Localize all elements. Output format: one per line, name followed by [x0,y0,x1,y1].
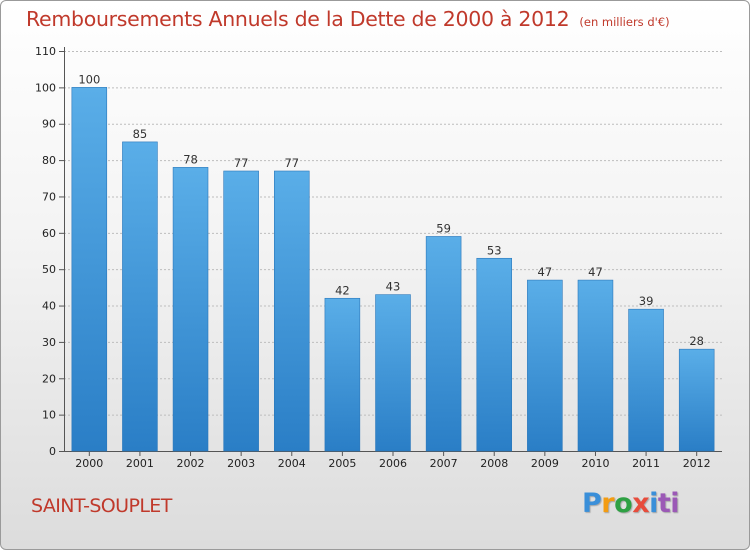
y-tick-label: 100 [35,81,56,94]
y-tick-label: 10 [42,409,56,422]
x-tick-label-2004: 2004 [278,457,306,470]
x-tick-label-2009: 2009 [531,457,559,470]
bar-2011 [628,308,664,452]
logo-letter: x [632,488,650,519]
bar-2001 [122,141,158,452]
bar-2003 [223,170,259,452]
value-label-2000: 100 [78,72,100,86]
y-tick-label: 50 [42,263,56,276]
logo-letter: ti [657,488,680,519]
proxiti-logo: Proxiti [582,488,680,519]
bar-2010 [577,279,614,452]
bar-2009 [527,279,563,452]
bar-2008 [476,257,512,452]
x-tick-label-2010: 2010 [581,457,609,470]
x-tick-label-2005: 2005 [328,457,356,470]
value-label-2002: 78 [183,152,198,166]
y-tick-label: 0 [49,445,56,458]
x-tick-label-2008: 2008 [480,457,508,470]
x-tick-label-2002: 2002 [177,457,205,470]
y-tick-label: 90 [42,118,56,131]
value-label-2005: 42 [335,283,350,297]
bar-2006 [375,294,411,452]
y-tick-label: 20 [42,372,56,385]
x-tick-label-2003: 2003 [227,457,255,470]
y-tick-label: 30 [42,336,56,349]
bar-2000 [71,87,108,452]
value-label-2004: 77 [284,156,299,170]
bar-2007 [425,236,462,452]
bar-2004 [274,170,310,452]
value-label-2007: 59 [436,221,451,235]
chart-title-text: Remboursements Annuels de la Dette de 20… [26,7,570,31]
value-label-2012: 28 [689,334,704,348]
bar-2002 [172,167,209,452]
y-tick-label: 60 [42,227,56,240]
x-tick-label-2012: 2012 [683,457,711,470]
logo-letter: o [614,488,633,519]
x-tick-label-2011: 2011 [632,457,660,470]
value-label-2001: 85 [133,127,148,141]
y-tick-label: 110 [35,45,56,58]
x-tick-label-2006: 2006 [379,457,407,470]
commune-name: SAINT-SOUPLET [31,495,172,517]
value-label-2003: 77 [234,156,249,170]
logo-letter: r [601,488,615,519]
bar-2012 [678,348,715,452]
logo-letter: i [649,488,658,519]
y-tick-label: 70 [42,190,56,203]
value-label-2009: 47 [538,265,553,279]
value-label-2008: 53 [487,243,502,257]
chart-title: Remboursements Annuels de la Dette de 20… [26,7,670,31]
logo-letter: P [582,488,602,519]
value-label-2010: 47 [588,265,603,279]
y-tick-label: 40 [42,300,56,313]
x-tick-label-2001: 2001 [126,457,154,470]
chart-subtitle: (en milliers d'€) [579,15,670,29]
x-tick-label-2000: 2000 [75,457,103,470]
x-tick-label-2007: 2007 [430,457,458,470]
y-tick-label: 80 [42,154,56,167]
value-label-2006: 43 [386,280,401,294]
bar-2005 [324,297,361,452]
value-label-2011: 39 [639,294,654,308]
